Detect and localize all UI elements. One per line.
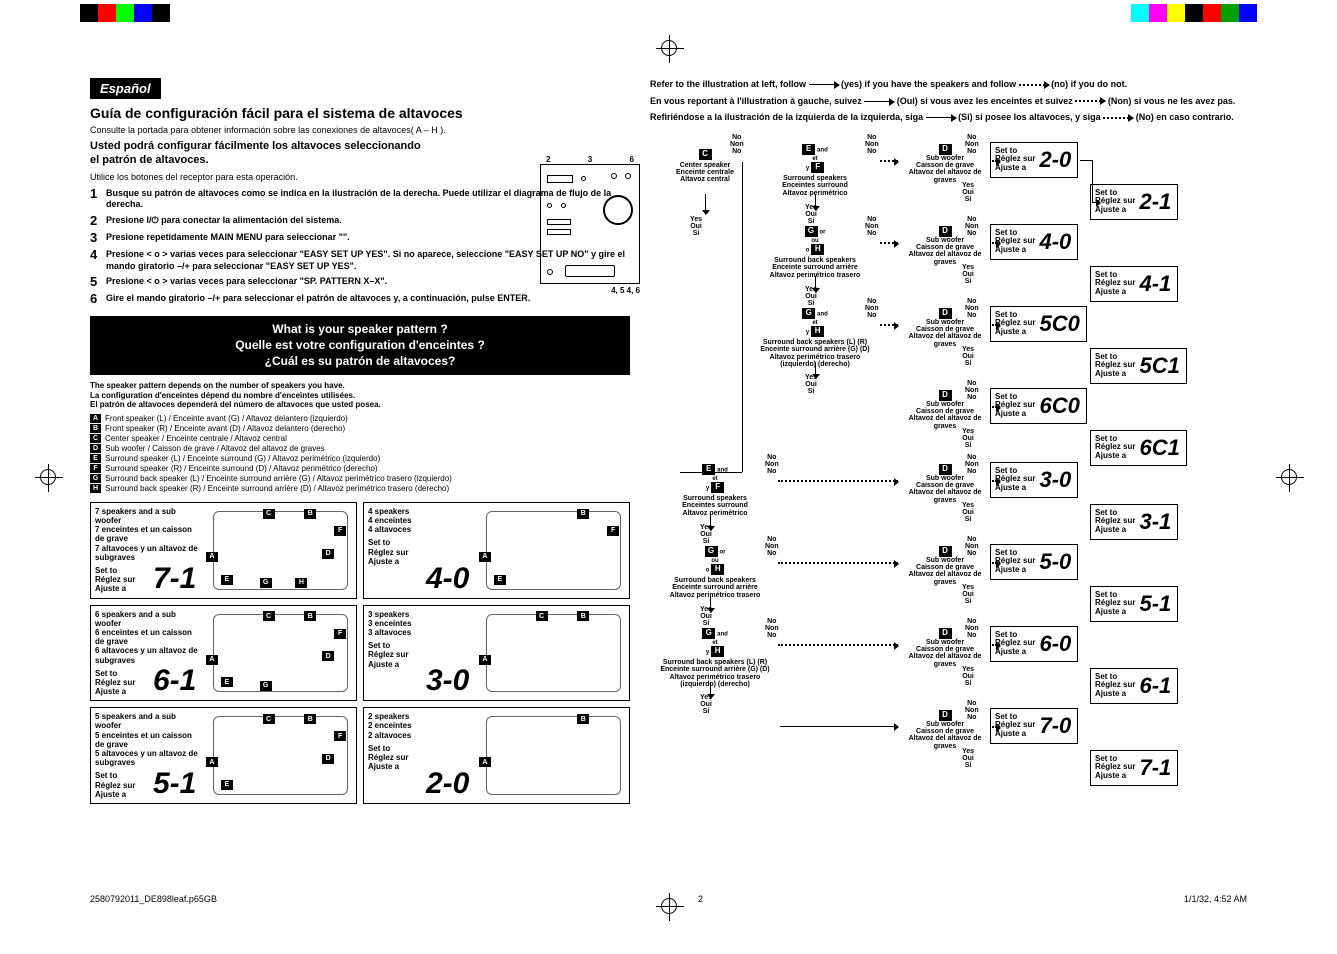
pattern-depends-info: The speaker pattern depends on the numbe… — [90, 381, 630, 410]
legend-en: Refer to the illustration at left, follo… — [650, 78, 1247, 91]
receiver-illustration: 236 4, 5 4, 6 — [540, 155, 640, 295]
color-bar-right — [1131, 4, 1257, 22]
legend-fr: En vous reportant à l'illustration à gau… — [650, 95, 1247, 108]
cover-reference: Consulte la portada para obtener informa… — [90, 125, 630, 135]
speaker-key-legend: AFront speaker (L) / Enceinte avant (G) … — [90, 414, 630, 494]
reg-mark-top — [0, 40, 1337, 56]
question-box: What is your speaker pattern ? Quelle es… — [90, 316, 630, 375]
pattern-grid: 7 speakers and a sub woofer7 enceintes e… — [90, 502, 630, 804]
reg-mark-left — [40, 469, 56, 485]
page-title: Guía de configuración fácil para el sist… — [90, 105, 630, 121]
color-bar-left — [80, 4, 170, 22]
legend-es: Refiriéndose a la ilustración de la izqu… — [650, 111, 1247, 124]
language-badge: Español — [90, 78, 161, 99]
reg-mark-right — [1281, 469, 1297, 485]
flowchart: CCenter speakerEnceinte centraleAltavoz … — [650, 134, 1247, 814]
page-footer: 2580792011_DE898leaf.p65GB 2 1/1/32, 4:5… — [90, 894, 1247, 904]
